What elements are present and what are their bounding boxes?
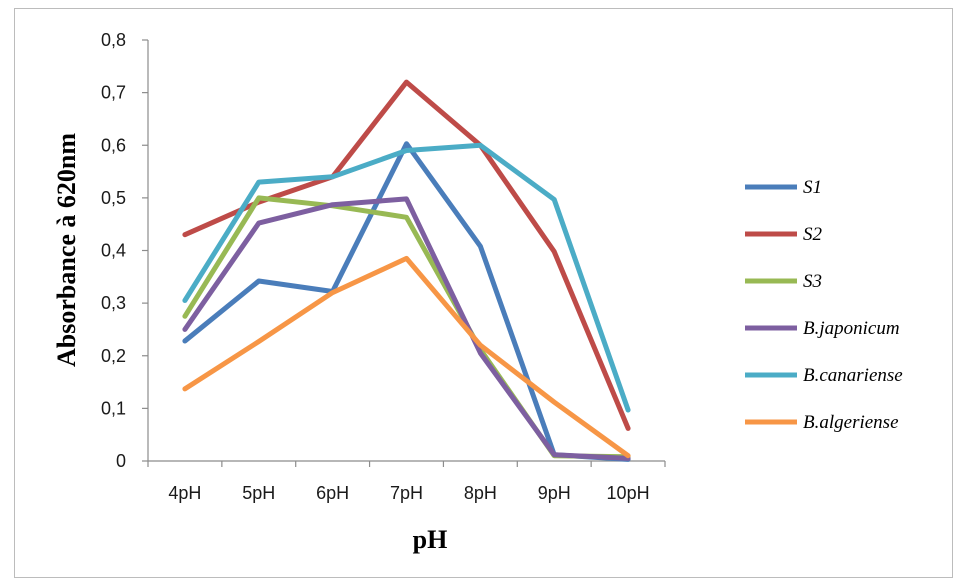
y-tick-label: 0	[116, 451, 126, 471]
legend-label-b-japonicum: B.japonicum	[803, 318, 900, 339]
y-tick-label: 0,5	[101, 188, 126, 208]
legend-label-b-algeriense: B.algeriense	[803, 412, 899, 433]
y-tick-label: 0,8	[101, 30, 126, 50]
x-tick-label: 4pH	[168, 483, 201, 503]
y-axis-title: Absorbance à 620nm	[52, 133, 81, 367]
x-tick-label: 5pH	[242, 483, 275, 503]
legend-label-s2: S2	[803, 224, 823, 245]
y-tick-label: 0,7	[101, 83, 126, 103]
legend: S1 S2 S3 B.japonicum B.canariense B.algeriens…	[745, 177, 903, 433]
series-line-s2	[182, 79, 631, 431]
series-line-b-algeriense	[182, 255, 631, 459]
y-tick-label: 0,4	[101, 241, 126, 261]
y-tick-label: 0,6	[101, 135, 126, 155]
x-axis-ticks: 4pH 5pH 6pH 7pH 8pH 9pH 10pH	[147, 461, 666, 503]
series-line-b-canariense	[182, 142, 631, 413]
series-line-b-japonicum	[182, 196, 631, 461]
series-lines	[182, 79, 631, 462]
x-tick-label: 8pH	[464, 483, 497, 503]
y-axis-ticks: 0 0,1 0,2 0,3 0,4 0,5 0,6 0,7 0,8	[101, 30, 148, 471]
y-tick-label: 0,2	[101, 346, 126, 366]
x-tick-label: 7pH	[390, 483, 423, 503]
y-tick-label: 0,1	[101, 398, 126, 418]
chart-frame	[14, 8, 953, 578]
legend-label-s3: S3	[803, 271, 822, 292]
legend-label-b-canariense: B.canariense	[803, 365, 903, 386]
legend-label-s1: S1	[803, 177, 822, 198]
y-tick-label: 0,3	[101, 293, 126, 313]
x-tick-label: 9pH	[538, 483, 571, 503]
x-axis-title: pH	[413, 525, 448, 554]
x-tick-label: 6pH	[316, 483, 349, 503]
x-tick-label: 10pH	[607, 483, 650, 503]
